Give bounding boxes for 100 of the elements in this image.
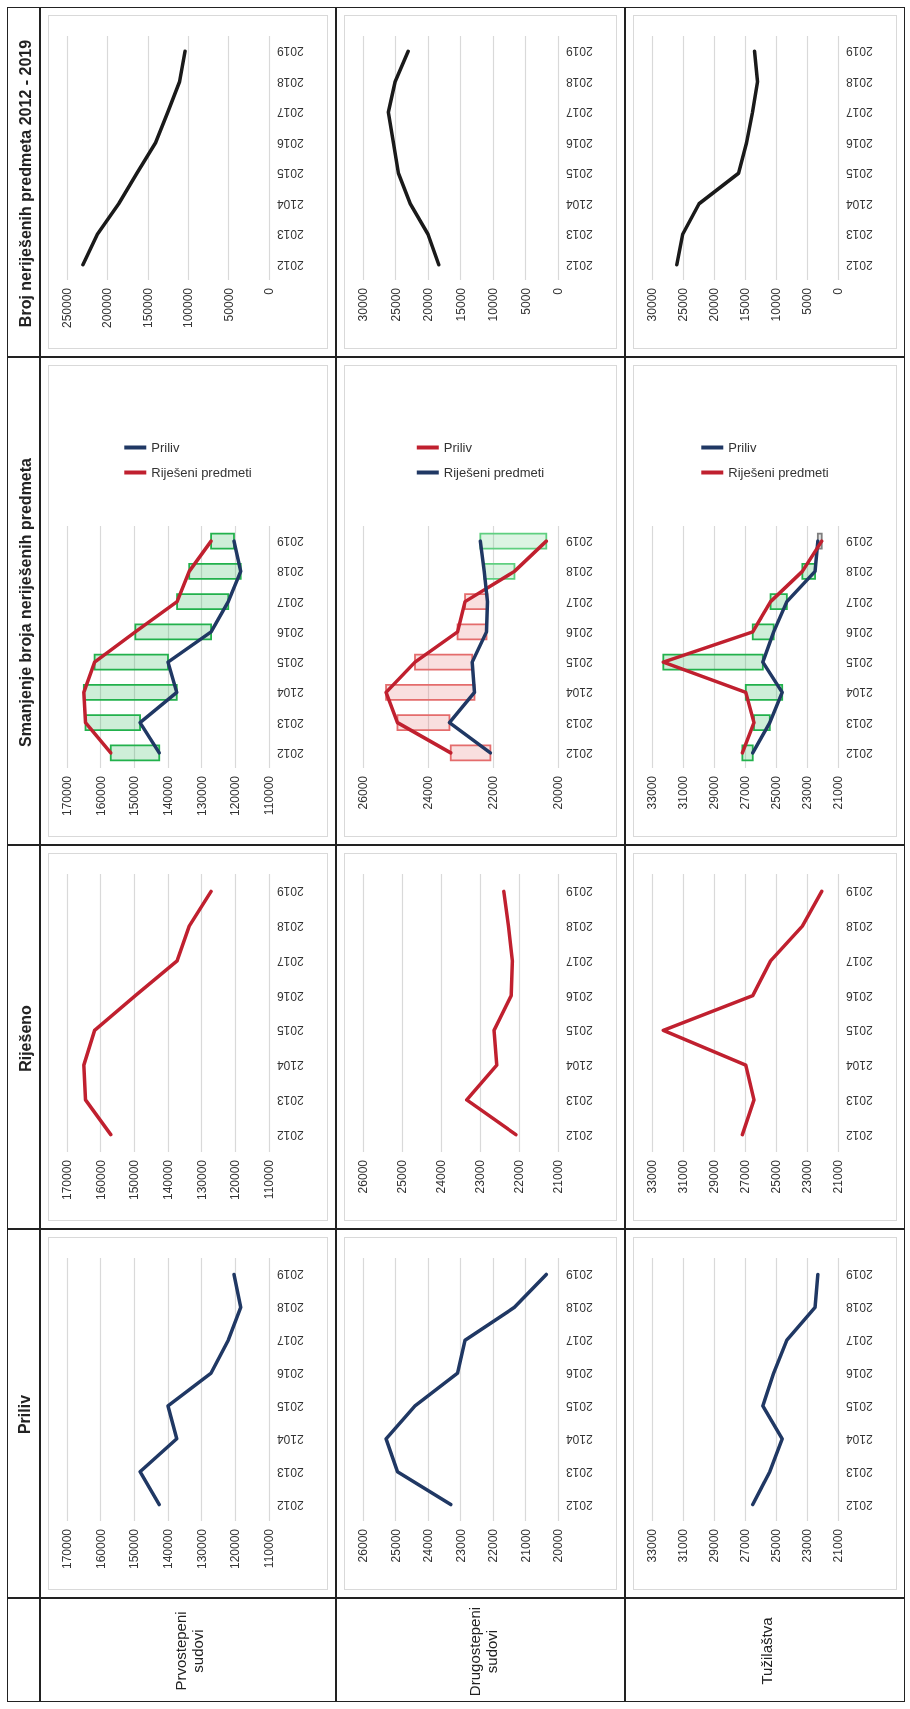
x-tick-label: 31000 [676,775,690,810]
y-tick-label: 2013 [845,715,873,730]
bar [210,532,235,550]
x-tick-label: 27000 [738,1159,752,1194]
legend-label: Priliv [151,440,180,455]
x-tick-label: 10000 [769,287,783,322]
y-tick-label: 2017 [845,1333,873,1348]
y-tick-label: 2104 [845,196,873,211]
legend-label: Riješeni predmeti [151,465,252,480]
x-tick-label: 20000 [421,287,435,322]
x-tick-label: 26000 [356,1159,370,1194]
y-tick-label: 2017 [565,105,593,120]
x-tick-label: 25000 [388,1528,403,1563]
y-tick-label: 2015 [565,655,593,670]
x-tick-label: 33000 [645,1159,659,1194]
y-tick-label: 2012 [276,745,304,760]
y-tick-label: 2013 [565,1092,593,1107]
y-tick-label: 2018 [276,564,304,579]
legend-label: Riješeni predmeti [728,465,829,480]
x-tick-label: 30000 [645,287,659,322]
y-tick-label: 2012 [845,1127,873,1142]
y-tick-label: 2015 [565,1398,593,1413]
y-tick-label: 2017 [845,594,873,609]
x-tick-label: 25000 [676,287,690,322]
x-tick-label: 130000 [194,1159,209,1201]
y-tick-label: 2015 [276,655,304,670]
x-tick-label: 25000 [395,1159,409,1194]
x-tick-label: 160000 [93,1159,108,1201]
text: Tužilaštva [757,1617,775,1685]
y-tick-label: 2013 [845,1464,873,1479]
x-tick-label: 31000 [676,1528,690,1563]
y-tick-label: 2104 [565,1431,593,1446]
y-tick-label: 2104 [276,685,304,700]
y-tick-label: 2016 [276,1366,304,1381]
x-tick-label: 23000 [453,1528,468,1563]
y-tick-label: 2015 [845,166,873,181]
y-tick-label: 2017 [845,953,873,968]
bar [396,714,451,732]
x-tick-label: 0 [262,287,276,295]
bar [176,593,230,611]
y-tick-label: 2018 [276,74,304,89]
x-tick-label: 170000 [60,1159,74,1201]
x-tick-label: 130000 [194,775,209,817]
x-tick-label: 21000 [831,1159,845,1194]
x-tick-label: 120000 [228,1159,243,1201]
bar [93,653,169,671]
x-tick-label: 120000 [228,1528,243,1570]
x-tick-label: 23000 [800,1159,814,1194]
x-tick-label: 20000 [707,287,721,322]
x-tick-label: 22000 [486,775,500,810]
y-tick-label: 2012 [565,1127,593,1142]
y-tick-label: 2104 [276,196,304,211]
x-tick-label: 5000 [518,287,533,315]
x-tick-label: 5000 [800,287,814,315]
x-tick-label: 250000 [60,287,74,329]
y-tick-label: 2019 [565,534,593,549]
y-tick-label: 2104 [845,1431,873,1446]
y-tick-label: 2013 [276,227,304,242]
y-tick-label: 2015 [565,166,593,181]
y-tick-label: 2018 [845,74,873,89]
y-tick-label: 2104 [276,1058,304,1073]
legend-label: Riješeni predmeti [443,465,545,480]
x-tick-label: 23000 [473,1159,487,1194]
y-tick-label: 2018 [565,919,593,934]
x-tick-label: 20000 [551,775,565,810]
y-tick-label: 2017 [565,594,593,609]
x-tick-label: 26000 [356,775,370,810]
y-tick-label: 2018 [845,564,873,579]
y-tick-label: 2012 [845,1497,873,1512]
x-tick-label: 25000 [769,1528,783,1563]
y-tick-label: 2019 [565,1267,593,1282]
y-tick-label: 2104 [565,1058,593,1073]
x-tick-label: 50000 [221,287,236,322]
y-tick-label: 2019 [276,44,304,59]
bar [134,623,212,641]
x-tick-label: 170000 [60,775,74,817]
y-tick-label: 2015 [276,166,304,181]
y-tick-label: 2016 [845,988,873,1003]
y-tick-label: 2019 [276,1267,304,1282]
y-tick-label: 2013 [276,715,304,730]
y-tick-label: 2016 [565,624,593,639]
x-tick-label: 120000 [228,775,243,817]
bar [82,683,178,701]
text: Prvostepeni sudovi [172,1610,206,1693]
x-tick-label: 0 [831,287,845,295]
y-tick-label: 2017 [276,594,304,609]
x-tick-label: 25000 [388,287,403,322]
y-tick-label: 2019 [845,44,873,59]
x-tick-label: 200000 [100,287,115,329]
y-tick-label: 2104 [565,685,593,700]
y-tick-label: 2016 [276,135,304,150]
text: Priliv [15,1394,34,1435]
y-tick-label: 2013 [845,227,873,242]
x-tick-label: 0 [551,287,565,295]
x-tick-label: 23000 [800,775,814,810]
x-tick-label: 160000 [93,775,108,817]
y-tick-label: 2017 [565,1333,593,1348]
bar [109,744,161,762]
y-tick-label: 2104 [276,1431,304,1446]
y-tick-label: 2019 [276,534,304,549]
